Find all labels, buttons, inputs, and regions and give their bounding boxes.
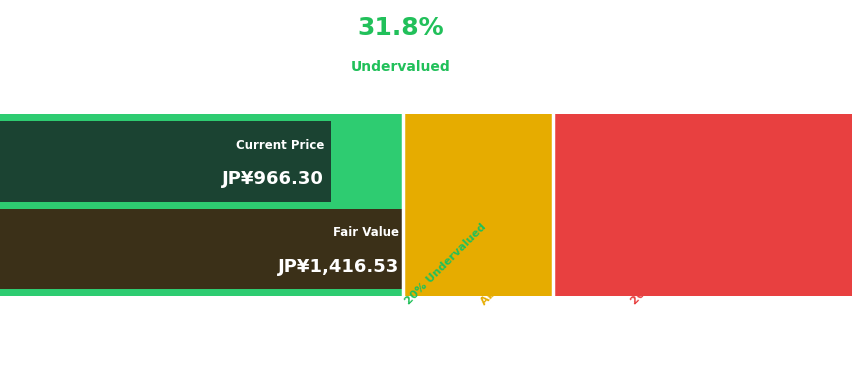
Text: About Right: About Right — [479, 247, 538, 307]
Text: Fair Value: Fair Value — [333, 226, 399, 239]
Text: 31.8%: 31.8% — [357, 16, 444, 40]
Bar — [0, 209, 403, 289]
Bar — [0, 121, 331, 201]
Bar — [0, 114, 403, 296]
Text: 20% Overvalued: 20% Overvalued — [629, 228, 708, 307]
Text: Undervalued: Undervalued — [351, 60, 450, 74]
Text: Current Price: Current Price — [235, 139, 324, 152]
Text: 20% Undervalued: 20% Undervalued — [403, 222, 487, 307]
Text: JP¥966.30: JP¥966.30 — [222, 170, 324, 188]
Bar — [552, 114, 852, 296]
Text: JP¥1,416.53: JP¥1,416.53 — [278, 258, 399, 276]
Bar — [403, 114, 552, 296]
